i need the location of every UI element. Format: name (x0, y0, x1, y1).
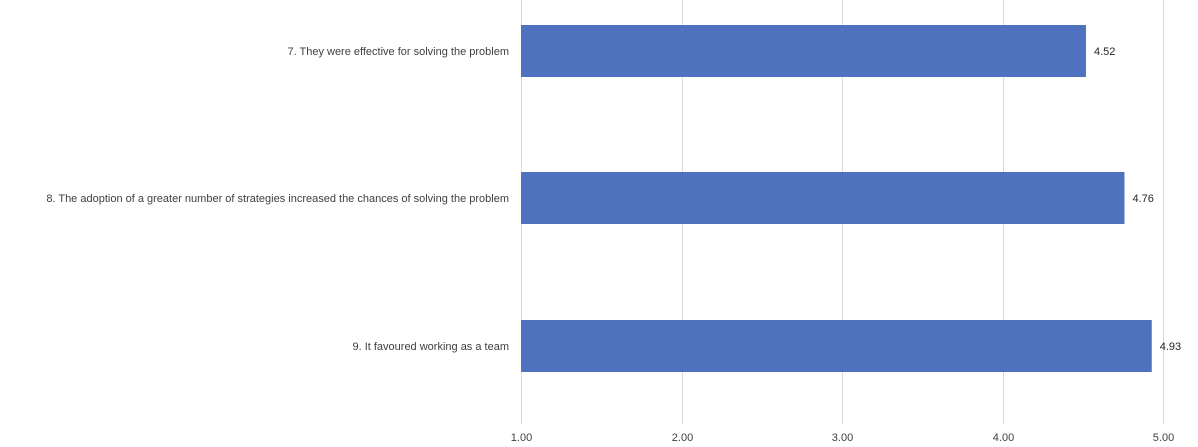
data-labels: 4.52 4.76 4.93 (1094, 46, 1181, 353)
bar (521, 172, 1125, 224)
x-tick-label: 2.00 (672, 432, 693, 444)
bar-value-label: 4.76 (1132, 193, 1153, 205)
x-axis-tick-labels: 1.00 2.00 3.00 4.00 5.00 (511, 432, 1174, 444)
category-label: 9. It favoured working as a team (352, 341, 509, 353)
x-tick-label: 1.00 (511, 432, 532, 444)
x-tick-label: 4.00 (993, 432, 1014, 444)
x-tick-label: 3.00 (832, 432, 853, 444)
bar (521, 25, 1086, 77)
x-tick-label: 5.00 (1153, 432, 1174, 444)
category-label: 7. They were effective for solving the p… (287, 46, 509, 58)
bars (521, 25, 1152, 372)
category-label: 8. The adoption of a greater number of s… (46, 193, 509, 205)
bar-value-label: 4.52 (1094, 46, 1115, 58)
bar-value-label: 4.93 (1160, 341, 1181, 353)
bar (521, 320, 1152, 372)
category-labels: 7. They were effective for solving the p… (46, 46, 509, 353)
